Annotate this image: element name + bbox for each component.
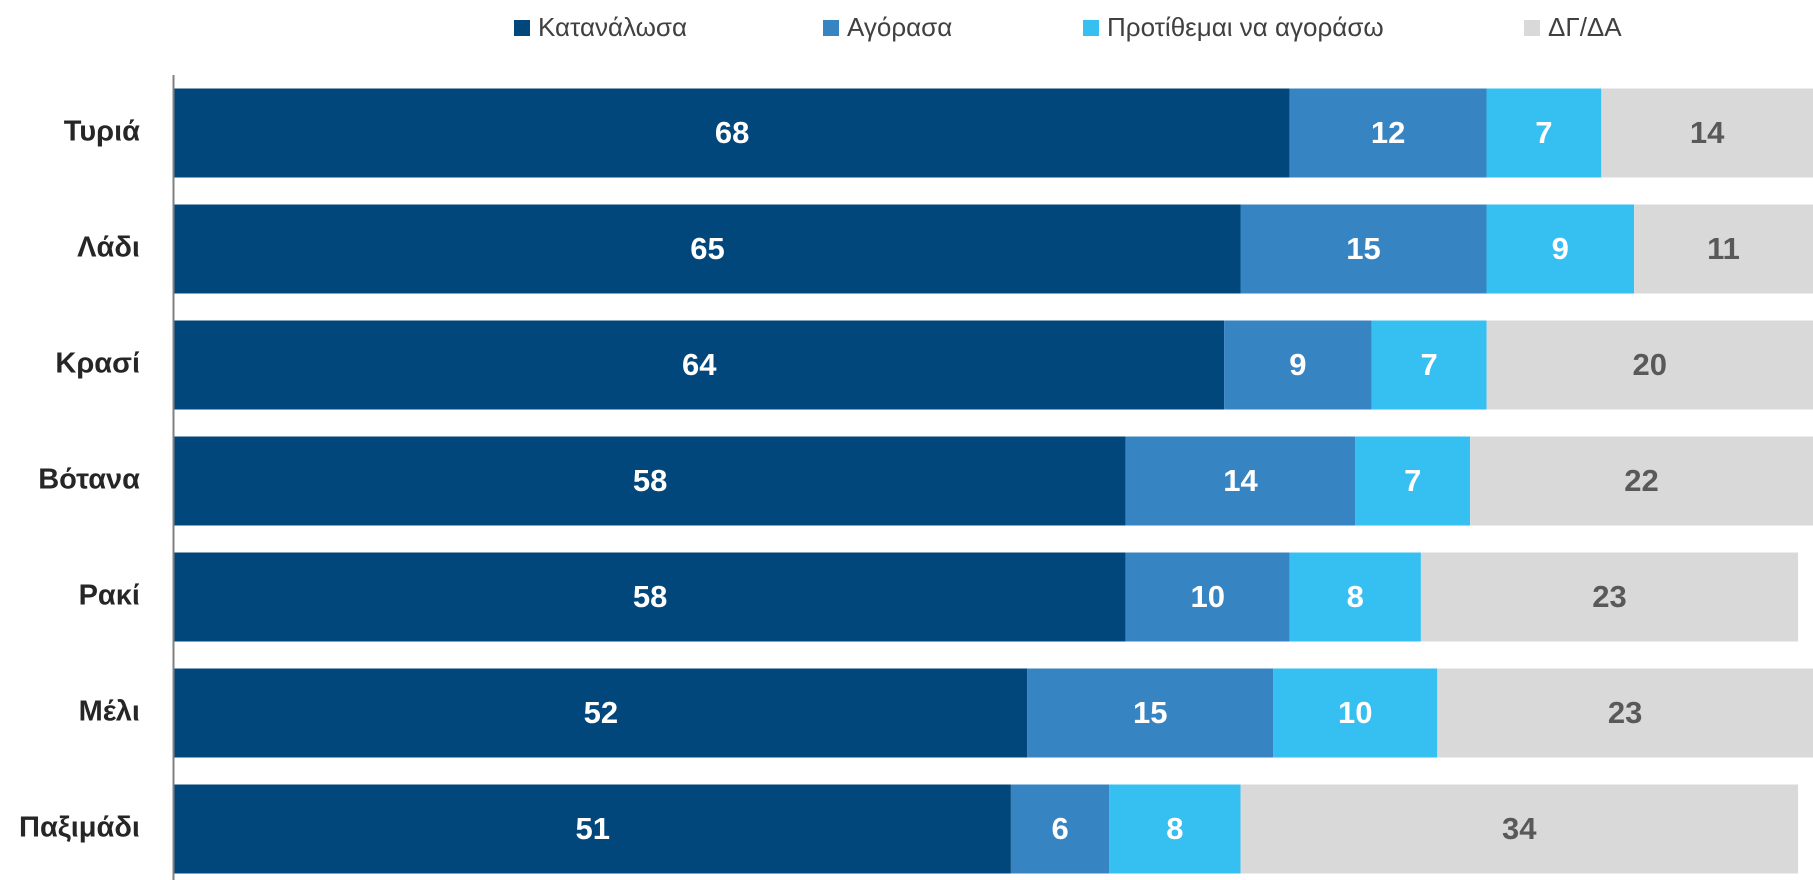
legend-swatch (514, 20, 530, 36)
bar-segment (1273, 668, 1438, 758)
bar-segment (1027, 668, 1274, 758)
bar-segment (1437, 668, 1813, 758)
data-label: 15 (1133, 695, 1167, 730)
bar-segment (1486, 204, 1635, 294)
bar-segment (1289, 552, 1421, 642)
bar-segment (1240, 204, 1487, 294)
bar-segment (1420, 552, 1799, 642)
bar-segment (1486, 320, 1813, 410)
data-label: 58 (633, 579, 667, 614)
bar-segment (174, 784, 1011, 874)
data-label: 68 (715, 115, 749, 150)
data-label: 7 (1535, 115, 1552, 150)
bar-segment (1634, 204, 1813, 294)
bar-segment (1125, 436, 1356, 526)
bar-segment (1371, 320, 1487, 410)
bar-segment (174, 320, 1225, 410)
y-tick-label: Τυριά (64, 116, 140, 148)
bar-segment (1289, 88, 1487, 178)
bar-segment (1240, 784, 1799, 874)
bar-segment (174, 668, 1028, 758)
data-label: 20 (1633, 347, 1667, 382)
data-label: 8 (1347, 579, 1364, 614)
bar-segment (174, 436, 1126, 526)
y-tick-label: Κρασί (55, 348, 140, 380)
legend-swatch (1524, 20, 1540, 36)
data-label: 22 (1624, 463, 1658, 498)
data-label: 9 (1289, 347, 1306, 382)
data-label: 11 (1707, 231, 1740, 266)
bar-segment (1470, 436, 1813, 526)
legend-swatch (1083, 20, 1099, 36)
data-label: 65 (690, 231, 724, 266)
data-label: 10 (1190, 579, 1224, 614)
data-label: 12 (1371, 115, 1405, 150)
bar-segment (174, 88, 1290, 178)
data-label: 14 (1690, 115, 1725, 150)
bar-segment (1010, 784, 1110, 874)
legend-label: Αγόρασα (847, 12, 952, 42)
y-tick-label: Λάδι (77, 232, 140, 264)
data-label: 7 (1404, 463, 1421, 498)
data-label: 23 (1592, 579, 1626, 614)
data-label: 10 (1338, 695, 1372, 730)
y-tick-label: Βότανα (38, 464, 140, 496)
bar-segment (1125, 552, 1290, 642)
data-label: 15 (1346, 231, 1380, 266)
data-label: 52 (584, 695, 618, 730)
legend-label: ΔΓ/ΔΑ (1548, 12, 1622, 42)
bar-segment (1486, 88, 1602, 178)
data-label: 7 (1420, 347, 1437, 382)
legend-swatch (823, 20, 839, 36)
bar-segment (174, 204, 1241, 294)
bar-segment (174, 552, 1126, 642)
bar-segment (1224, 320, 1372, 410)
data-label: 6 (1051, 811, 1068, 846)
data-label: 58 (633, 463, 667, 498)
bar-segment (1355, 436, 1471, 526)
data-label: 14 (1223, 463, 1258, 498)
y-tick-label: Παξιμάδι (19, 812, 140, 844)
legend-label: Κατανάλωσα (538, 12, 687, 42)
data-label: 9 (1552, 231, 1569, 266)
data-label: 34 (1502, 811, 1537, 846)
data-label: 23 (1608, 695, 1642, 730)
legend-label: Προτίθεμαι να αγοράσω (1107, 12, 1384, 42)
y-tick-label: Ρακί (79, 580, 140, 612)
data-label: 8 (1166, 811, 1183, 846)
data-label: 51 (575, 811, 609, 846)
bar-segment (1109, 784, 1241, 874)
data-label: 64 (682, 347, 717, 382)
bar-segment (1601, 88, 1813, 178)
y-tick-label: Μέλι (79, 696, 140, 728)
